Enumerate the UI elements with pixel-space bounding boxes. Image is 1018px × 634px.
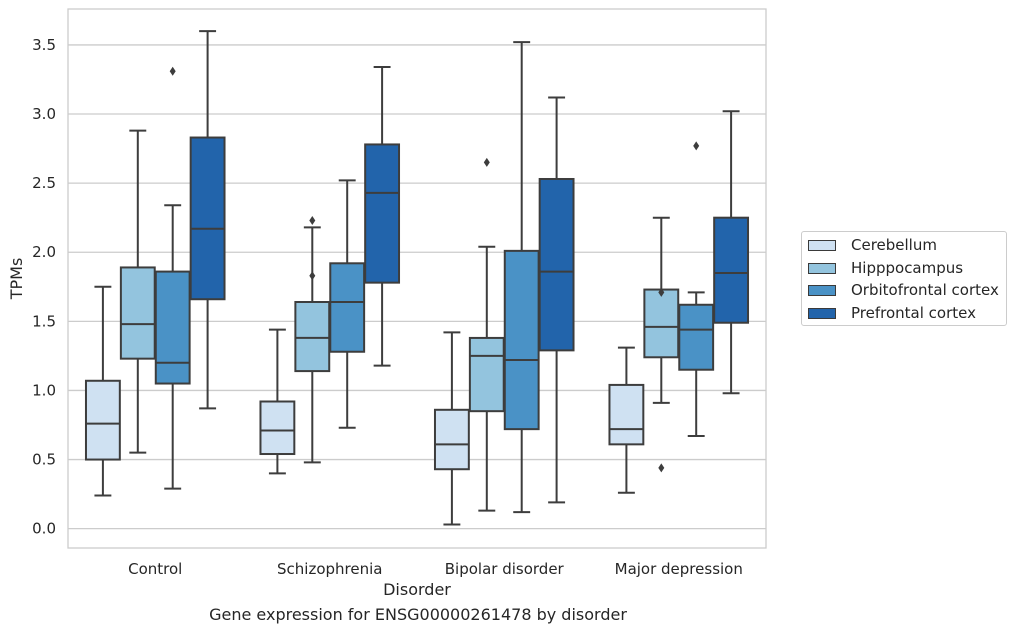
y-tick-label: 3.5 [32, 36, 56, 54]
box-iqr [189, 136, 226, 301]
box-iqr [84, 379, 121, 461]
box-iqr [364, 143, 401, 284]
box-3-1 [364, 66, 401, 367]
box-iqr [538, 177, 575, 352]
box-iqr [294, 300, 331, 373]
box-iqr [433, 408, 470, 471]
box-2-2 [503, 41, 540, 514]
legend-swatch-orbitofrontal-cortex [808, 284, 836, 296]
box-0-3 [608, 346, 645, 494]
box-1-2 [468, 157, 505, 512]
y-tick-label: 2.0 [32, 243, 56, 261]
outlier-marker [483, 157, 490, 167]
legend-label-orbitofrontal-cortex: Orbitofrontal cortex [851, 281, 999, 299]
box-iqr [713, 216, 750, 324]
box-iqr [678, 303, 715, 371]
y-axis-label: TPMs [7, 258, 26, 301]
box-2-3 [678, 141, 715, 438]
legend-label-prefrontal-cortex: Prefrontal cortex [851, 304, 976, 322]
outlier-marker [169, 66, 176, 76]
legend-swatch-hippocampus [808, 262, 836, 274]
box-1-1 [294, 215, 331, 464]
outlier-marker [309, 271, 316, 281]
x-tick-label: Major depression [615, 560, 743, 578]
box-iqr [119, 266, 156, 360]
legend-swatch-prefrontal-cortex [808, 307, 836, 319]
legend-label-cerebellum: Cerebellum [851, 236, 937, 254]
y-tick-label: 0.5 [32, 451, 56, 469]
outlier-marker [693, 141, 700, 151]
legend-item-cerebellum: Cerebellum [808, 235, 937, 255]
x-tick-label: Schizophrenia [277, 560, 382, 578]
box-2-0 [154, 66, 191, 490]
y-tick-label: 1.5 [32, 312, 56, 330]
legend: Cerebellum Hipppocampus Orbitofrontal co… [801, 231, 1007, 326]
legend-item-prefrontal-cortex: Prefrontal cortex [808, 303, 976, 323]
x-axis-label: Disorder [383, 580, 451, 599]
x-tick-label: Control [128, 560, 182, 578]
box-3-0 [189, 30, 226, 410]
box-2-1 [329, 179, 366, 429]
outlier-marker [658, 287, 665, 297]
y-tick-label: 2.5 [32, 174, 56, 192]
box-iqr [329, 262, 366, 353]
plot-frame [67, 8, 767, 549]
y-tick-label: 3.0 [32, 105, 56, 123]
box-3-3 [713, 110, 750, 395]
figure-caption: Gene expression for ENSG00000261478 by d… [209, 605, 627, 624]
box-iqr [643, 288, 680, 359]
y-tick-label: 1.0 [32, 381, 56, 399]
box-0-1 [259, 328, 296, 475]
y-axis-ticks: 0.0 0.5 1.0 1.5 2.0 2.5 3.0 3.5 [32, 36, 56, 538]
outlier-marker [658, 463, 665, 473]
outlier-marker [309, 215, 316, 225]
boxes-layer [84, 30, 750, 526]
box-3-2 [538, 96, 575, 504]
box-0-2 [433, 331, 470, 526]
box-1-3 [643, 216, 680, 473]
legend-item-hippocampus: Hipppocampus [808, 258, 963, 278]
box-iqr [503, 249, 540, 431]
box-iqr [259, 400, 296, 456]
x-tick-label: Bipolar disorder [445, 560, 565, 578]
box-iqr [154, 270, 191, 385]
box-iqr [468, 336, 505, 413]
y-tick-label: 0.0 [32, 520, 56, 538]
box-1-0 [119, 129, 156, 454]
legend-item-orbitofrontal-cortex: Orbitofrontal cortex [808, 280, 999, 300]
legend-swatch-cerebellum [808, 239, 836, 251]
box-0-0 [84, 285, 121, 497]
legend-label-hippocampus: Hipppocampus [851, 259, 964, 277]
box-iqr [608, 383, 645, 446]
x-axis-ticks: Control Schizophrenia Bipolar disorder Majo… [128, 560, 743, 578]
